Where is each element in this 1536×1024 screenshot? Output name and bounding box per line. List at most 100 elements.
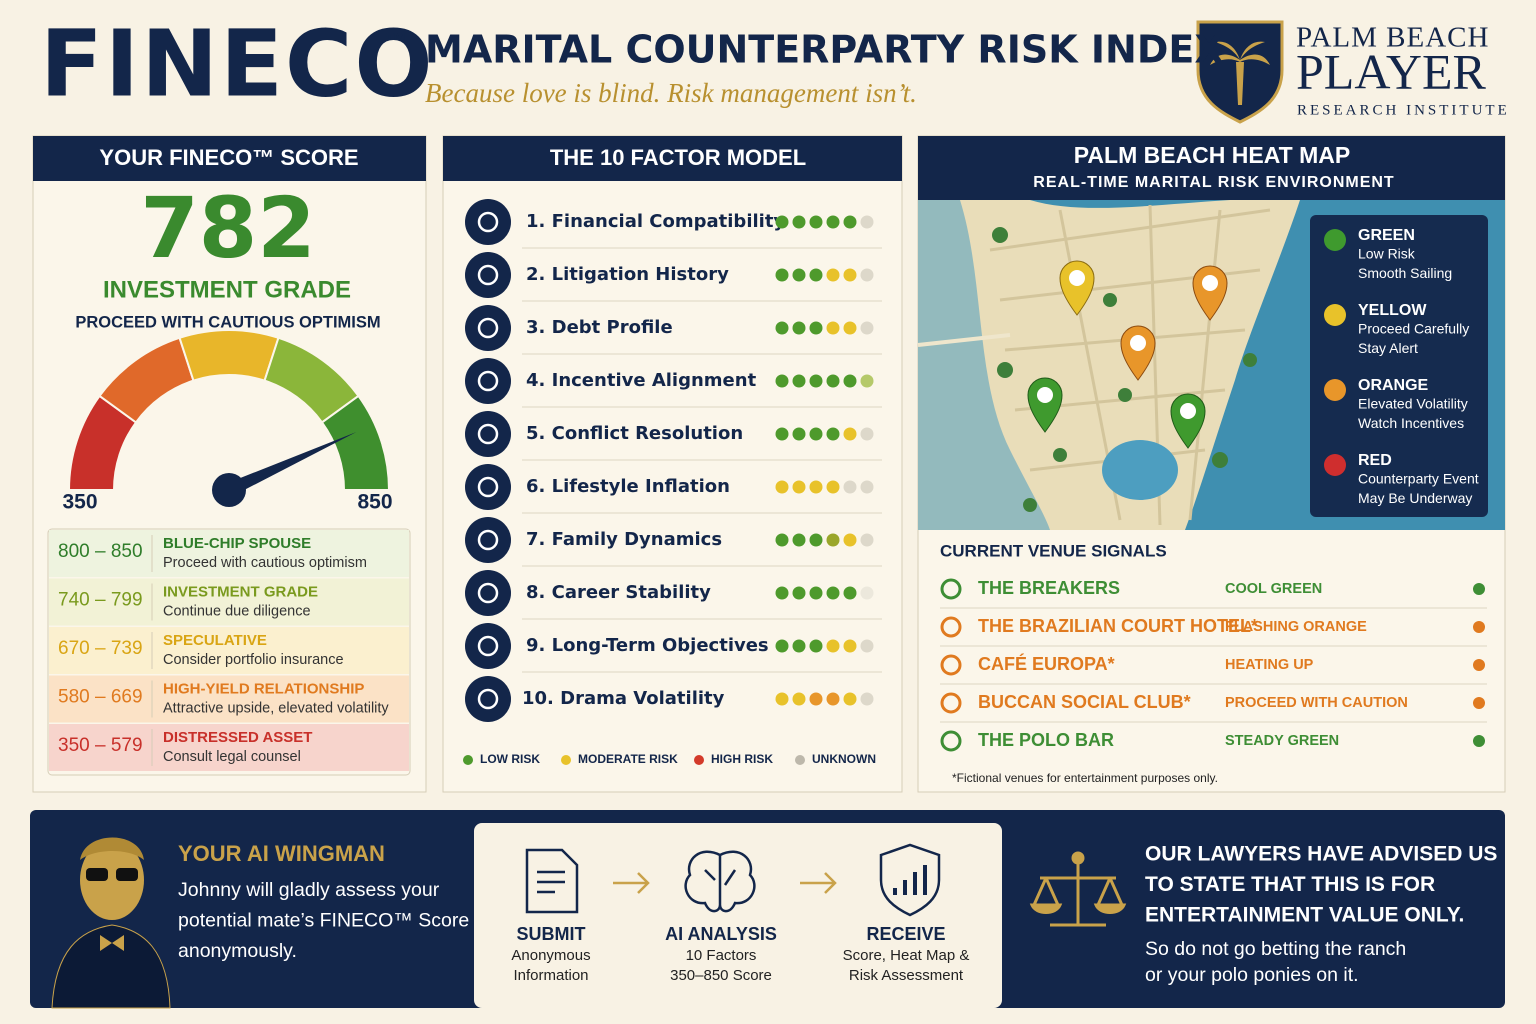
logo-text: PLAYER [1296,43,1487,99]
rating-dot [843,427,857,441]
rating-dot [809,480,823,494]
disclaimer-title: OUR LAWYERS HAVE ADVISED US [1145,843,1497,866]
band-name: INVESTMENT GRADE [163,583,318,600]
legend-text: Counterparty Event [1358,471,1479,487]
band-desc: Proceed with cautious optimism [163,555,367,571]
wingman-text: potential mate’s FINECO™ Score [178,910,469,932]
gauge-min: 350 [62,491,97,514]
legend-text: Smooth Sailing [1358,265,1452,281]
panel-title: PALM BEACH HEAT MAP [1074,142,1350,168]
factor-label: 3. Debt Profile [526,317,673,338]
factor-icon [465,464,511,510]
rating-dot [792,480,806,494]
rating-dot [826,268,840,282]
factor-icon [465,517,511,563]
rating-dot [775,480,789,494]
rating-dot [775,427,789,441]
step-text: Information [513,967,588,984]
rating-dot [809,586,823,600]
step-arrow [800,872,837,894]
panel-title: YOUR FINECO™ SCORE [99,145,358,170]
factor-icon [465,570,511,616]
factor-icon-glyph [477,423,499,445]
rating-dot [826,480,840,494]
factor-label: 10. Drama Volatility [522,688,725,709]
signal-dot [1473,583,1485,595]
panel-header [918,136,1505,200]
step-text: 10 Factors [686,947,757,964]
step-icon-document [525,848,579,914]
step-title: AI ANALYSIS [665,924,777,944]
band-row [49,578,409,626]
rating-dot [843,268,857,282]
band-row [49,530,409,577]
rating-dot [809,692,823,706]
map-pin [1027,377,1063,433]
venue-icon [940,654,962,676]
factor-icon-glyph [477,688,499,710]
rating-dot [809,268,823,282]
legend-label: LOW RISK [480,752,540,766]
band-name: DISTRESSED ASSET [163,729,312,746]
venue-icon [940,616,962,638]
step-text: Score, Heat Map & [843,947,970,964]
section-title: CURRENT VENUE SIGNALS [940,541,1167,560]
rating-dot [792,374,806,388]
rating-dot [860,480,874,494]
rating-dot [843,480,857,494]
legend-text: Proceed Carefully [1358,321,1469,337]
rating-dot [843,321,857,335]
factor-label: 4. Incentive Alignment [526,370,757,391]
factor-label: 7. Family Dynamics [526,529,722,550]
legend-text: Stay Alert [1358,340,1418,356]
rating-dot [775,533,789,547]
brand: FINECO [40,10,435,117]
legend-label: RED [1358,452,1392,469]
rating-dot [775,586,789,600]
signal-dot [1473,621,1485,633]
rating-dot [860,533,874,547]
map-pin [1059,260,1095,316]
band-desc: Attractive upside, elevated volatility [163,700,389,716]
legend-label: HIGH RISK [711,752,773,766]
legend-text: Elevated Volatility [1358,396,1468,412]
panel-header [33,136,426,181]
step-text: Risk Assessment [849,967,964,984]
rating-dot [775,374,789,388]
band-table [47,528,411,776]
panel-header [443,136,902,181]
rating-dot [860,321,874,335]
legend-dot [561,755,571,765]
factor-icon-glyph [477,582,499,604]
venue-signal: STEADY GREEN [1225,733,1339,749]
band-desc: Consider portfolio insurance [163,652,344,668]
rating-dot [809,639,823,653]
gauge-hub [212,473,246,507]
legend-dot [1324,304,1346,326]
rating-dot [792,268,806,282]
disclaimer-title: ENTERTAINMENT VALUE ONLY. [1145,904,1464,927]
advice: PROCEED WITH CAUTIOUS OPTIMISM [75,313,380,331]
map [917,200,1505,530]
factor-icon-glyph [477,635,499,657]
rating-dot [860,215,874,229]
legend-dot [1324,379,1346,401]
band-range: 740 – 799 [58,590,143,611]
factor-panel [442,135,903,793]
rating-dot [792,427,806,441]
wingman-title: YOUR AI WINGMAN [178,841,385,866]
legend-dot [1324,454,1346,476]
factor-icon [465,676,511,722]
rating-dot [792,586,806,600]
page-title: MARITAL COUNTERPARTY RISK INDEX [425,28,1224,72]
factor-icon [465,623,511,669]
rating-dot [826,374,840,388]
legend-label: YELLOW [1358,302,1427,319]
steps-card [474,823,1002,1008]
gauge-max: 850 [357,491,392,514]
rating-dot [860,586,874,600]
disclaimer-text: or your polo ponies on it. [1145,964,1359,986]
factor-icon-glyph [477,264,499,286]
factor-label: 2. Litigation History [526,264,729,285]
factor-label: 6. Lifestyle Inflation [526,476,730,497]
